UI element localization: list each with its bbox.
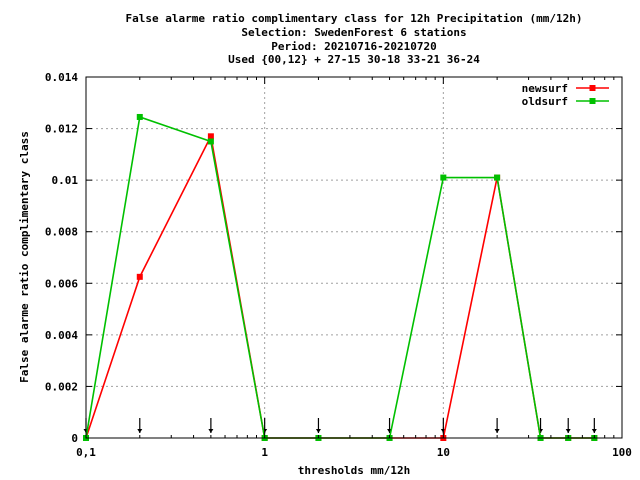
x-tick-label: 10	[437, 446, 450, 459]
legend-marker-oldsurf	[589, 98, 596, 104]
y-tick-label: 0.006	[45, 277, 78, 290]
plot-series	[83, 113, 598, 441]
y-tick-label: 0.008	[45, 226, 78, 239]
chart-title: False alarme ratio complimentary class f…	[126, 12, 583, 66]
y-tick-label: 0.01	[52, 174, 79, 187]
series-line-newsurf	[85, 133, 595, 439]
y-tick-label: 0.012	[45, 123, 78, 136]
threshold-arrow-head	[315, 429, 321, 433]
y-tick-label: 0	[71, 432, 78, 445]
y-axis-label: False alarme ratio complimentary class	[18, 131, 31, 383]
y-tick-label: 0.002	[45, 380, 78, 393]
title-line-1: False alarme ratio complimentary class f…	[126, 12, 583, 25]
title-line-3: Period: 20210716-20210720	[271, 40, 437, 53]
threshold-arrow-head	[494, 429, 500, 433]
grid	[86, 77, 622, 438]
threshold-arrow-head	[137, 429, 143, 433]
legend-label-newsurf: newsurf	[522, 82, 568, 95]
y-tick-label: 0.014	[45, 71, 78, 84]
legend-label-oldsurf: oldsurf	[522, 95, 568, 108]
threshold-arrow-head	[208, 429, 214, 433]
plot-frame	[85, 76, 623, 439]
x-tick-label: 1	[261, 446, 268, 459]
x-tick-label: 100	[612, 446, 632, 459]
y-tick-label: 0.004	[45, 329, 78, 342]
data-point-oldsurf	[494, 174, 501, 181]
data-point-oldsurf	[440, 174, 447, 181]
threshold-arrow-head	[565, 429, 571, 433]
data-point-newsurf	[136, 273, 143, 280]
series-line-oldsurf	[85, 115, 595, 439]
title-line-4: Used {00,12} + 27-15 30-18 33-21 36-24	[228, 53, 480, 66]
data-point-oldsurf	[207, 138, 214, 145]
threshold-arrow-head	[591, 429, 597, 433]
axis-ticks: 0 0.002 0.004 0.006 0.008 0.01 0.012 0.014 0,1 1 1…	[45, 71, 632, 459]
data-point-newsurf	[207, 133, 214, 140]
threshold-markers	[83, 418, 597, 433]
x-axis-label: thresholds mm/12h	[298, 464, 411, 477]
data-point-oldsurf	[136, 113, 143, 120]
legend-marker-newsurf	[589, 85, 596, 91]
x-tick-label: 0,1	[76, 446, 96, 459]
title-line-2: Selection: SwedenForest 6 stations	[241, 26, 466, 39]
